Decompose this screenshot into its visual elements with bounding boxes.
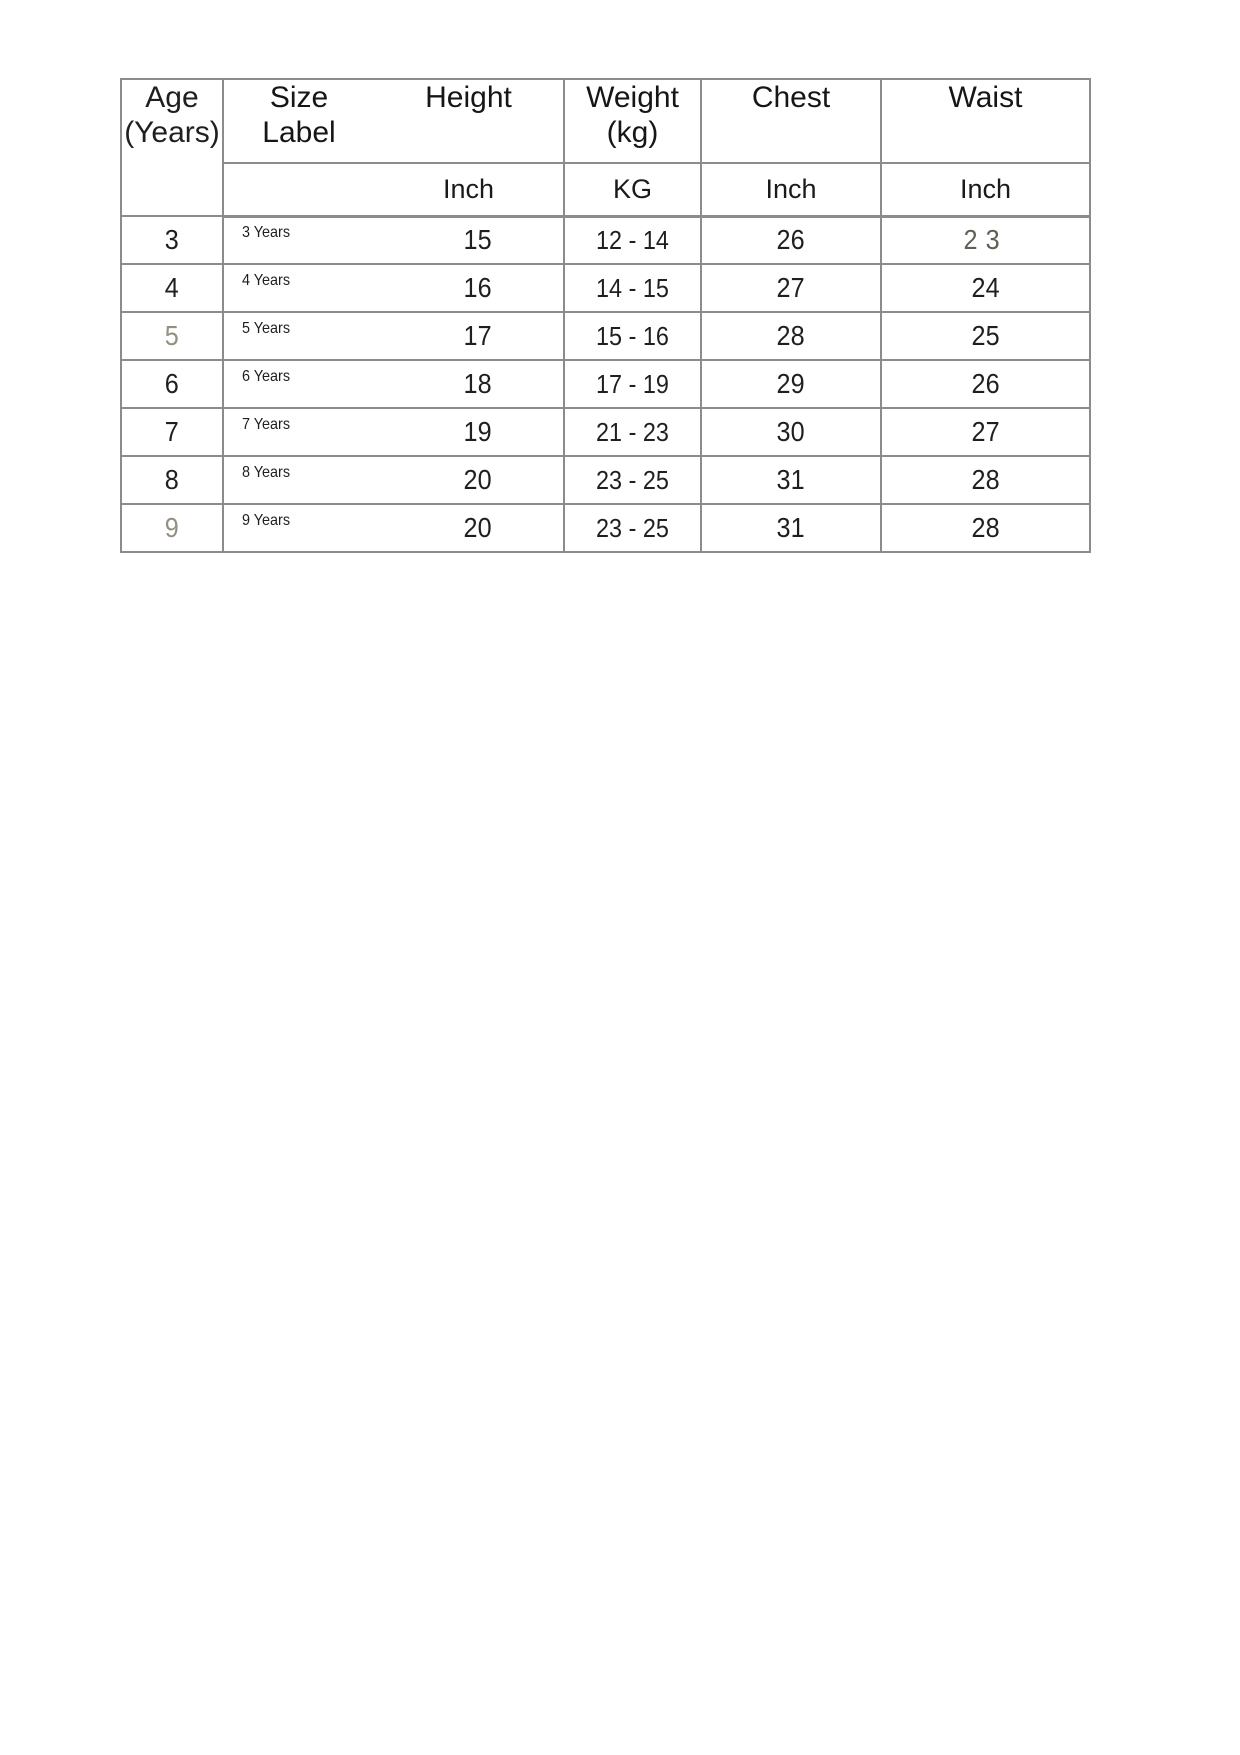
weight-cell: 12 - 14 <box>563 215 702 265</box>
units-row: Inch KG Inch Inch <box>121 162 1091 218</box>
weight-cell: 17 - 19 <box>563 359 702 409</box>
height-cell: 15 <box>463 224 492 256</box>
waist-cell: 28 <box>880 455 1091 505</box>
height-unit-cell: Inch <box>222 162 565 218</box>
chest-cell: 30 <box>700 407 882 457</box>
table-row: 3 3 Years 15 12 - 14 26 23 <box>120 215 1091 265</box>
chest-cell: 29 <box>700 359 882 409</box>
height-header: Height <box>425 81 512 114</box>
age-header-line1: Age <box>145 81 199 114</box>
height-cell: 20 <box>463 464 492 495</box>
size-label-header: Size Label <box>262 81 336 149</box>
weight-cell: 23 - 25 <box>563 503 702 553</box>
weight-cell: 14 - 15 <box>563 263 702 313</box>
waist-cell: 23 <box>880 215 1091 265</box>
chest-cell: 26 <box>700 215 882 265</box>
header-row: Age (Years) Size Label Height <box>120 78 1091 217</box>
age-column-header: Age (Years) <box>120 78 224 217</box>
height-cell: 17 <box>463 320 492 351</box>
weight-column-header: Weight (kg) <box>563 78 702 164</box>
size-height-cell: 5 Years 17 <box>222 311 565 361</box>
size-height-column-header: Size Label Height <box>222 78 565 164</box>
chest-cell: 31 <box>700 503 882 553</box>
weight-cell: 23 - 25 <box>563 455 702 505</box>
weight-cell: 15 - 16 <box>563 311 702 361</box>
size-height-cell: 8 Years 20 <box>222 455 565 505</box>
height-unit: Inch <box>442 173 495 204</box>
size-label-cell: 5 Years <box>242 320 291 337</box>
size-height-cell: 6 Years 18 <box>222 359 565 409</box>
waist-cell: 25 <box>880 311 1091 361</box>
chest-cell: 28 <box>700 311 882 361</box>
height-cell: 18 <box>463 368 492 399</box>
size-label-cell: 7 Years <box>242 416 291 433</box>
table-row: 7 7 Years 19 21 - 23 30 27 <box>120 407 1091 457</box>
height-cell: 19 <box>463 416 492 447</box>
weight-cell: 21 - 23 <box>563 407 702 457</box>
age-header-line2: (Years) <box>124 116 220 149</box>
chest-cell: 31 <box>700 455 882 505</box>
age-cell: 9 <box>120 503 224 553</box>
waist-cell: 24 <box>880 263 1091 313</box>
size-label-cell: 8 Years <box>242 464 291 481</box>
height-cell: 16 <box>463 272 492 303</box>
size-label-cell: 6 Years <box>242 368 291 385</box>
size-label-cell: 9 Years <box>242 512 291 529</box>
waist-cell: 26 <box>880 359 1091 409</box>
size-height-cell: 3 Years 15 <box>222 215 565 265</box>
age-cell: 8 <box>120 455 224 505</box>
table-row: 8 8 Years 20 23 - 25 31 28 <box>120 455 1091 505</box>
waist-cell: 27 <box>880 407 1091 457</box>
height-cell: 20 <box>463 512 492 543</box>
size-height-cell: 4 Years 16 <box>222 263 565 313</box>
age-cell: 5 <box>120 311 224 361</box>
waist-column-header: Waist <box>880 78 1091 164</box>
waist-cell: 28 <box>880 503 1091 553</box>
age-cell: 4 <box>120 263 224 313</box>
waist-unit: Inch <box>880 162 1091 218</box>
age-cell: 3 <box>120 215 224 265</box>
table-row: 4 4 Years 16 14 - 15 27 24 <box>120 263 1091 313</box>
size-height-cell: 7 Years 19 <box>222 407 565 457</box>
table-row: 6 6 Years 18 17 - 19 29 26 <box>120 359 1091 409</box>
chest-unit: Inch <box>700 162 882 218</box>
size-chart-wrapper: Age (Years) Size Label Height <box>120 78 1091 553</box>
weight-unit: KG <box>563 162 702 218</box>
chest-cell: 27 <box>700 263 882 313</box>
table-row: 9 9 Years 20 23 - 25 31 28 <box>120 503 1091 553</box>
age-cell: 6 <box>120 359 224 409</box>
size-label-cell: 3 Years <box>242 224 291 242</box>
size-chart-table: Age (Years) Size Label Height <box>120 78 1091 553</box>
size-height-cell: 9 Years 20 <box>222 503 565 553</box>
chest-column-header: Chest <box>700 78 882 164</box>
table-row: 5 5 Years 17 15 - 16 28 25 <box>120 311 1091 361</box>
size-label-cell: 4 Years <box>242 272 291 289</box>
age-cell: 7 <box>120 407 224 457</box>
